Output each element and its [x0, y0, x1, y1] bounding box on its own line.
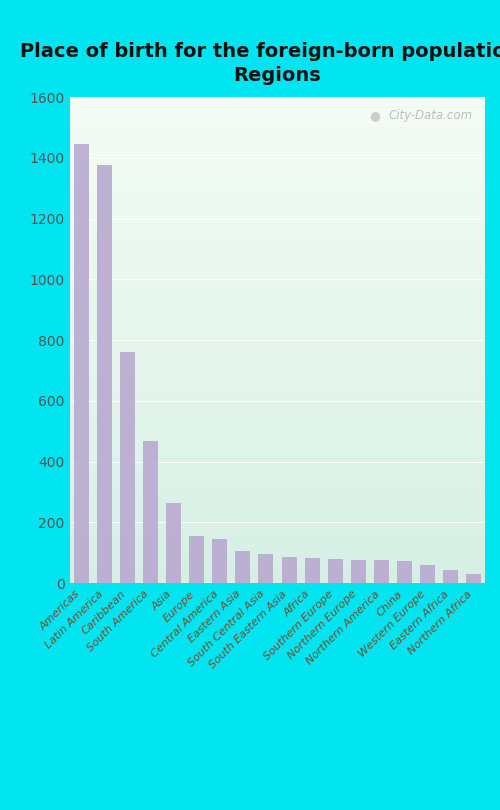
Bar	[190, 536, 204, 583]
Bar	[443, 569, 458, 583]
Bar	[328, 559, 342, 583]
Text: City-Data.com: City-Data.com	[388, 109, 472, 122]
Bar	[120, 352, 135, 583]
Bar	[258, 554, 274, 583]
Bar	[466, 574, 481, 583]
Bar	[212, 539, 228, 583]
Bar	[236, 552, 250, 583]
Title: Place of birth for the foreign-born population -
Regions: Place of birth for the foreign-born popu…	[20, 42, 500, 84]
Bar	[166, 503, 181, 583]
Bar	[350, 560, 366, 583]
Bar	[143, 441, 158, 583]
Bar	[282, 557, 296, 583]
Bar	[397, 561, 412, 583]
Text: ●: ●	[369, 109, 380, 122]
Bar	[97, 164, 112, 583]
Bar	[420, 565, 435, 583]
Bar	[374, 561, 388, 583]
Bar	[74, 143, 89, 583]
Bar	[304, 558, 320, 583]
